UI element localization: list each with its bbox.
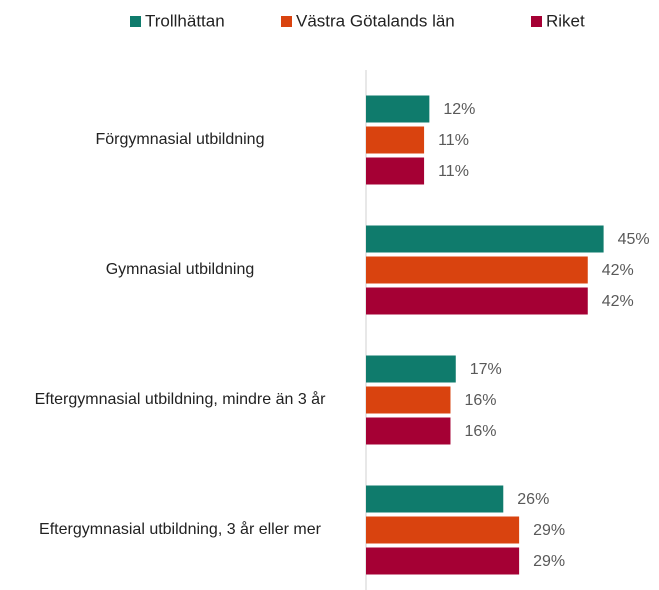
bar [366,485,504,513]
bar [366,516,520,544]
value-label: 26% [517,491,549,508]
category-label: Förgymnasial utbildning [95,131,265,148]
legend-label: Trollhättan [145,11,225,30]
value-label: 16% [464,423,496,440]
bar [366,417,451,445]
bar [366,256,588,284]
bar [366,355,456,383]
bar [366,225,604,253]
value-label: 11% [438,163,469,180]
category-label: Eftergymnasial utbildning, 3 år eller me… [39,521,321,538]
value-label: 11% [438,132,469,149]
bar [366,157,425,185]
value-label: 16% [464,392,496,409]
legend-label: Riket [546,11,585,30]
value-label: 29% [533,522,565,539]
value-label: 12% [443,101,475,118]
value-label: 17% [470,361,502,378]
legend-swatch [130,16,141,27]
bar [366,126,425,154]
bar [366,547,520,575]
bar [366,95,430,123]
legend-label: Västra Götalands län [296,11,455,30]
bar [366,386,451,414]
category-label: Gymnasial utbildning [105,261,255,278]
legend-swatch [531,16,542,27]
value-label: 42% [602,293,634,310]
value-label: 42% [602,262,634,279]
bar [366,287,588,315]
category-label: Eftergymnasial utbildning, mindre än 3 å… [34,391,326,408]
value-label: 45% [618,231,650,248]
value-label: 29% [533,553,565,570]
legend-swatch [281,16,292,27]
